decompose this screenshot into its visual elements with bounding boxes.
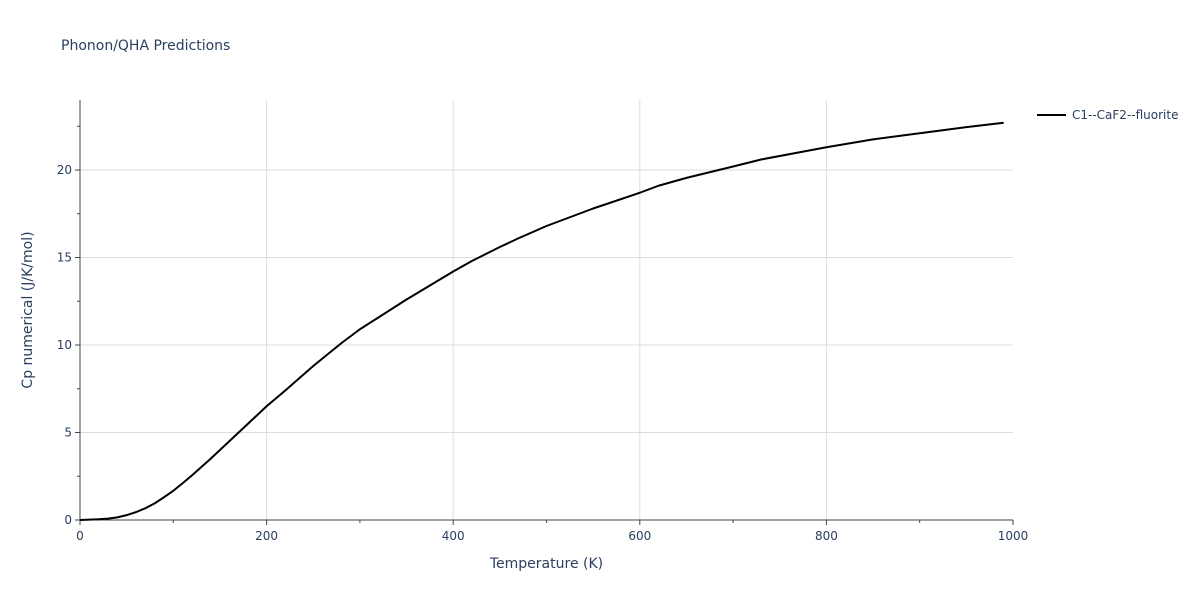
y-axis-title: Cp numerical (J/K/mol) bbox=[20, 231, 36, 388]
x-tick-label: 600 bbox=[628, 529, 651, 543]
x-tick-label: 200 bbox=[255, 529, 278, 543]
legend-label[interactable]: C1--CaF2--fluorite bbox=[1072, 108, 1178, 122]
x-tick-label: 800 bbox=[815, 529, 838, 543]
series-layer bbox=[79, 121, 1004, 521]
x-tick-label: 1000 bbox=[998, 529, 1029, 543]
grid bbox=[80, 100, 1013, 520]
y-tick-label: 5 bbox=[64, 426, 72, 440]
x-tick-label: 400 bbox=[442, 529, 465, 543]
y-tick-label: 0 bbox=[64, 513, 72, 527]
x-tick-label: 0 bbox=[76, 529, 84, 543]
y-tick-label: 10 bbox=[57, 338, 72, 352]
tick-labels: 0 200 400 600 800 1000 0 5 10 15 20 bbox=[57, 163, 1029, 543]
y-tick-label: 15 bbox=[57, 251, 72, 265]
axes bbox=[75, 100, 1014, 525]
series-line bbox=[79, 121, 1004, 521]
legend[interactable]: C1--CaF2--fluorite bbox=[1037, 108, 1178, 122]
chart-title: Phonon/QHA Predictions bbox=[61, 38, 230, 54]
y-tick-label: 20 bbox=[57, 163, 72, 177]
x-axis-title: Temperature (K) bbox=[489, 556, 603, 572]
